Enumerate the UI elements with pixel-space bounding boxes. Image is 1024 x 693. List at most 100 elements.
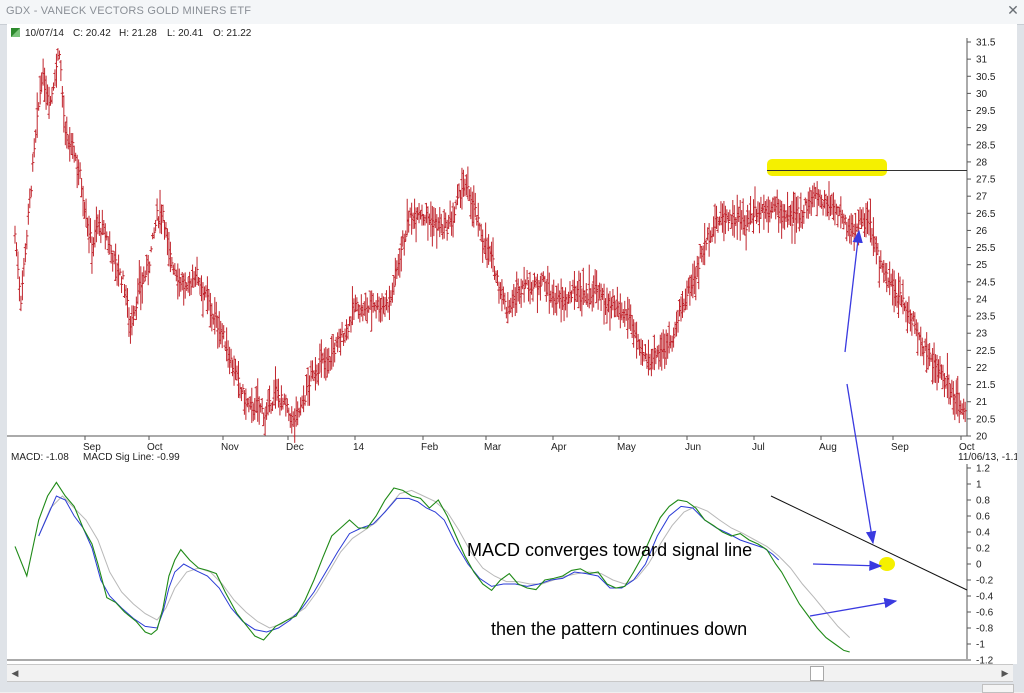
- price-y-tick-label: 20.5: [976, 414, 996, 425]
- price-y-tick-label: 23: [976, 329, 988, 340]
- price-x-tick-label: May: [617, 442, 636, 453]
- price-bar: [868, 198, 873, 243]
- price-bar: [65, 116, 69, 149]
- price-bar: [820, 194, 824, 209]
- scroll-left-icon[interactable]: ◀: [11, 668, 19, 678]
- price-bar: [402, 233, 406, 256]
- price-bar: [466, 166, 470, 200]
- price-bar: [538, 275, 542, 301]
- price-bar: [168, 241, 172, 273]
- price-bar: [109, 245, 113, 264]
- price-bar: [947, 374, 951, 405]
- price-bar: [29, 185, 33, 197]
- price-bar: [50, 87, 54, 104]
- price-bar: [340, 321, 344, 338]
- price-bar: [161, 204, 165, 223]
- macd-y-tick-label: 1: [976, 480, 982, 491]
- price-bar: [140, 272, 144, 304]
- price-y-tick-label: 27: [976, 192, 988, 203]
- price-bar: [522, 266, 526, 303]
- price-bar: [519, 278, 523, 308]
- price-bar: [704, 239, 708, 251]
- price-bar: [239, 387, 244, 402]
- price-y-tick-label: 28.5: [976, 140, 996, 151]
- price-y-tick-label: 31: [976, 55, 988, 66]
- price-y-tick-label: 27.5: [976, 175, 996, 186]
- price-bar: [452, 206, 457, 223]
- price-bar: [676, 309, 680, 333]
- price-bar: [81, 185, 85, 217]
- price-bar: [13, 225, 17, 244]
- price-bar: [31, 153, 35, 172]
- price-bar: [22, 257, 26, 277]
- price-y-tick-label: 29: [976, 123, 988, 134]
- price-bar: [744, 215, 748, 251]
- price-y-ticks: 20 20.5 21 21.5 22 22.5 23 23.5 24 24.5 25 25.5 26 26…: [967, 38, 996, 443]
- price-bar: [796, 195, 800, 224]
- price-bar: [189, 278, 193, 296]
- horizontal-scrollbar[interactable]: ◀ ▶: [7, 664, 1013, 682]
- price-bar: [672, 327, 676, 348]
- price-bar: [59, 60, 63, 82]
- chart-background: [7, 24, 1017, 664]
- macd-y-ticks: 1.2 1 0.8 0.6 0.4 0.2 0 -0.2 -0.4 -0.6 -0.8 -1 -1.2: [967, 464, 994, 664]
- price-x-tick-label: Aug: [819, 442, 837, 453]
- price-bar: [531, 280, 535, 302]
- price-bars: [13, 48, 967, 443]
- price-bar: [78, 162, 82, 180]
- price-bar: [20, 270, 24, 301]
- price-bar: [119, 276, 124, 294]
- price-y-tick-label: 25: [976, 260, 988, 271]
- arrow-to-macd-cross: [846, 383, 877, 545]
- price-bar: [25, 229, 29, 250]
- price-bar: [154, 219, 158, 232]
- arrow-to-price-peak: [844, 229, 863, 353]
- price-bar: [222, 325, 226, 340]
- price-bar: [790, 200, 794, 244]
- price-bar: [404, 230, 408, 242]
- price-x-tick-label: 14: [353, 442, 365, 453]
- resistance-highlight: [767, 159, 887, 176]
- price-bar: [802, 204, 806, 224]
- price-bar: [384, 290, 389, 311]
- macd-y-tick-label: 0.2: [976, 544, 990, 555]
- scroll-right-icon[interactable]: ▶: [1001, 668, 1009, 678]
- price-bar: [155, 198, 159, 221]
- price-y-tick-label: 29.5: [976, 106, 996, 117]
- price-bar: [885, 263, 889, 293]
- price-bar: [503, 292, 507, 310]
- close-icon[interactable]: ✕: [1007, 2, 1019, 18]
- macd-line: [14, 481, 850, 653]
- macd-y-tick-label: -1: [976, 640, 985, 651]
- price-x-tick-label: Mar: [484, 442, 502, 453]
- arrow-to-convergence: [812, 560, 883, 571]
- price-bar: [125, 288, 130, 318]
- header-high: H: 21.28: [119, 28, 157, 39]
- price-bar: [723, 205, 727, 235]
- header-date: 10/07/14: [25, 28, 64, 39]
- price-bar: [346, 324, 350, 340]
- price-bar: [495, 270, 500, 286]
- price-bar: [276, 378, 281, 408]
- price-bar: [751, 199, 756, 234]
- price-bar: [694, 267, 698, 301]
- price-bar: [476, 202, 480, 237]
- header-low: L: 20.41: [167, 28, 204, 39]
- header-close: C: 20.42: [73, 28, 111, 39]
- convergence-highlight: [879, 557, 895, 571]
- price-bar: [555, 285, 559, 316]
- price-bar: [35, 92, 39, 138]
- price-bar: [316, 363, 320, 386]
- price-bar: [229, 348, 233, 368]
- macd-lines: [14, 481, 851, 653]
- window-title: GDX - VANECK VECTORS GOLD MINERS ETF: [6, 5, 252, 17]
- price-bar: [195, 256, 199, 286]
- price-bar: [596, 284, 600, 310]
- price-y-tick-label: 26: [976, 226, 988, 237]
- price-y-tick-label: 24: [976, 294, 988, 305]
- scroll-thumb[interactable]: [810, 666, 824, 681]
- macd-y-tick-label: -0.2: [976, 576, 994, 587]
- status-bar: [0, 682, 1024, 692]
- price-y-tick-label: 30: [976, 89, 988, 100]
